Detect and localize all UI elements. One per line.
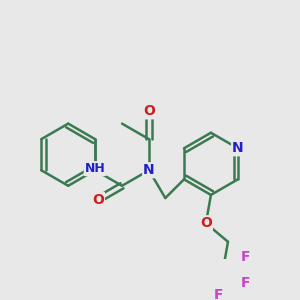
- Text: O: O: [143, 104, 155, 118]
- Text: N: N: [232, 141, 244, 155]
- Text: NH: NH: [85, 162, 106, 175]
- Text: O: O: [200, 216, 212, 230]
- Text: F: F: [240, 250, 250, 264]
- Text: N: N: [143, 163, 155, 177]
- Text: F: F: [214, 288, 223, 300]
- Text: O: O: [92, 193, 104, 207]
- Text: F: F: [240, 276, 250, 290]
